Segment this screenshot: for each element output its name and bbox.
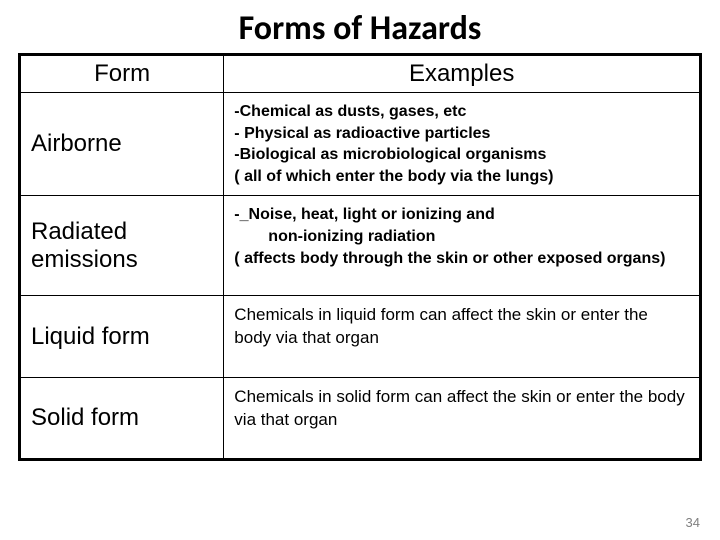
table-header-row: Form Examples xyxy=(20,55,701,93)
table-row: Airborne -Chemical as dusts, gases, etc-… xyxy=(20,93,701,196)
examples-cell: Chemicals in solid form can affect the s… xyxy=(224,378,701,460)
form-cell: Airborne xyxy=(20,93,224,196)
table-row: Radiated emissions -_Noise, heat, light … xyxy=(20,196,701,296)
examples-line: ( affects body through the skin or other… xyxy=(234,250,665,267)
page-title: Forms of Hazards xyxy=(18,8,702,49)
form-cell: Radiated emissions xyxy=(20,196,224,296)
form-cell: Solid form xyxy=(20,378,224,460)
examples-line: -_Noise, heat, light or ionizing and xyxy=(234,206,494,223)
examples-cell: -_Noise, heat, light or ionizing and non… xyxy=(224,196,701,296)
header-examples: Examples xyxy=(224,55,701,93)
examples-indent-line: non-ionizing radiation xyxy=(268,226,689,248)
form-cell: Liquid form xyxy=(20,296,224,378)
table-row: Liquid form Chemicals in liquid form can… xyxy=(20,296,701,378)
page-number: 34 xyxy=(686,515,700,530)
header-form: Form xyxy=(20,55,224,93)
hazards-table: Form Examples Airborne -Chemical as dust… xyxy=(18,53,702,461)
examples-cell: Chemicals in liquid form can affect the … xyxy=(224,296,701,378)
table-row: Solid form Chemicals in solid form can a… xyxy=(20,378,701,460)
examples-cell: -Chemical as dusts, gases, etc- Physical… xyxy=(224,93,701,196)
